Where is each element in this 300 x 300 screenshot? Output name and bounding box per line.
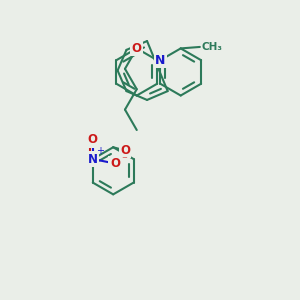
Text: O: O <box>88 134 98 146</box>
Text: O: O <box>120 144 130 157</box>
Text: +: + <box>96 146 104 156</box>
Text: O: O <box>110 157 120 170</box>
Text: N: N <box>88 152 98 166</box>
Text: O: O <box>132 42 142 55</box>
Text: CH₃: CH₃ <box>201 42 222 52</box>
Text: N: N <box>155 54 166 67</box>
Text: ⁻: ⁻ <box>121 155 127 166</box>
